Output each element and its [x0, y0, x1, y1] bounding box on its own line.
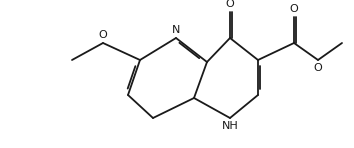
Text: O: O — [99, 30, 107, 40]
Text: O: O — [225, 0, 234, 9]
Text: O: O — [314, 63, 322, 73]
Text: O: O — [290, 4, 298, 14]
Text: N: N — [172, 25, 180, 35]
Text: NH: NH — [222, 121, 238, 131]
